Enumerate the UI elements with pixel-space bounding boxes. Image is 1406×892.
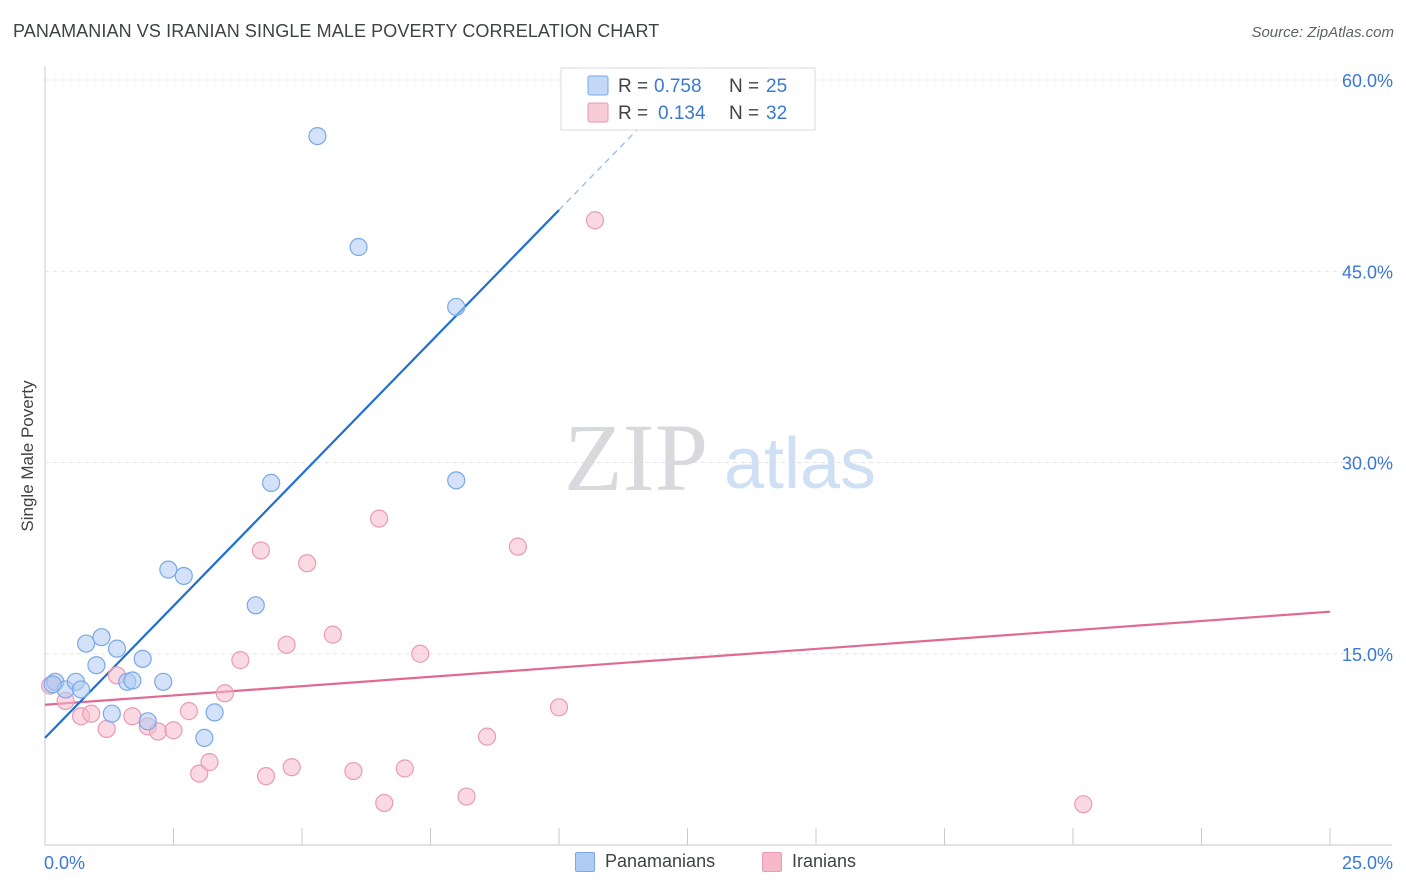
point-iranian [200, 753, 219, 772]
point-panamanian [205, 703, 224, 722]
point-iranian [298, 554, 317, 573]
x-tick-label: 0.0% [44, 853, 85, 873]
legend-top-swatch-panamanians [587, 75, 609, 96]
point-panamanian [195, 728, 214, 748]
point-panamanian [87, 656, 106, 675]
legend-item-panamanians[interactable]: Panamanians [575, 851, 715, 872]
point-panamanian [262, 473, 281, 492]
legend-top: R = 0.758 N = 25 R = 0.134 N = 32 [560, 67, 816, 131]
legend-top-r-value: 0.758 [654, 76, 702, 97]
point-iranian [164, 721, 183, 740]
axes [44, 66, 1392, 846]
legend-top-n-value: 32 [766, 103, 787, 124]
y-tick-label: 30.0% [1342, 454, 1393, 474]
y-tick-label: 60.0% [1342, 71, 1393, 91]
point-iranian [215, 684, 234, 703]
legend-top-r-value: 0.134 [658, 103, 706, 124]
point-iranian [411, 644, 430, 663]
grid-lines [45, 79, 1392, 655]
point-iranian [282, 758, 301, 777]
point-iranian [395, 759, 414, 778]
point-iranian [97, 719, 116, 739]
legend-swatch-panamanians [575, 851, 595, 872]
y-tick-label: 45.0% [1342, 262, 1393, 282]
point-iranian [508, 537, 527, 556]
point-iranian [549, 698, 569, 717]
watermark: ZIP atlas [564, 404, 876, 511]
x-tick-label: 25.0% [1342, 853, 1393, 873]
legend-label-iranians: Iranians [792, 851, 857, 871]
point-panamanian [138, 712, 157, 731]
point-panamanian [447, 297, 466, 317]
point-panamanian [447, 471, 466, 490]
point-iranian [457, 787, 476, 806]
point-iranian [370, 509, 389, 528]
legend-top-n-label: N = [729, 103, 759, 124]
point-panamanian [123, 671, 142, 690]
point-panamanian [174, 566, 193, 586]
point-panamanian [133, 649, 152, 668]
point-panamanian [159, 560, 178, 579]
legend-item-iranians[interactable]: Iranians [762, 851, 856, 872]
point-iranian [323, 625, 342, 644]
point-iranian [585, 211, 605, 230]
point-iranian [82, 704, 101, 723]
legend-top-r-label: R = [618, 76, 648, 97]
point-iranian [344, 761, 363, 781]
point-iranian [477, 727, 497, 746]
point-panamanian [77, 634, 96, 653]
trend-line-iranians [44, 610, 1331, 706]
legend-top-n-value: 25 [766, 76, 787, 97]
chart-title: PANAMANIAN VS IRANIAN SINGLE MALE POVERT… [13, 21, 660, 41]
tick-labels: 15.0% 30.0% 45.0% 60.0% 0.0% 25.0% [44, 71, 1393, 873]
point-iranian [123, 707, 142, 726]
watermark-zip: ZIP [564, 404, 708, 511]
legend-top-n-label: N = [729, 76, 759, 97]
point-panamanian [92, 628, 111, 647]
point-iranian [179, 702, 199, 721]
source-label: Source: ZipAtlas.com [1251, 24, 1394, 41]
data-points [41, 127, 1093, 814]
point-panamanian [308, 127, 327, 146]
legend-top-r-label: R = [618, 103, 648, 124]
point-iranian [190, 764, 209, 783]
point-panamanian [246, 596, 265, 615]
point-iranian [375, 793, 394, 813]
point-panamanian [102, 704, 121, 723]
point-panamanian [43, 675, 62, 694]
trend-line-panamanians [44, 209, 560, 739]
point-iranian [256, 767, 276, 786]
watermark-atlas: atlas [724, 424, 876, 504]
legend-bottom: Panamanians Iranians [0, 851, 1406, 877]
point-panamanian [349, 237, 368, 257]
y-tick-label: 15.0% [1342, 645, 1393, 665]
point-panamanian [107, 639, 127, 658]
legend-label-panamanians: Panamanians [605, 851, 716, 871]
point-panamanian [154, 672, 173, 691]
point-iranian [251, 541, 270, 560]
legend-top-swatch-iranians [587, 102, 609, 123]
point-iranian [1074, 795, 1093, 814]
point-iranian [231, 651, 250, 670]
point-iranian [277, 635, 296, 654]
legend-swatch-iranians [762, 851, 782, 872]
point-panamanian [71, 680, 91, 699]
